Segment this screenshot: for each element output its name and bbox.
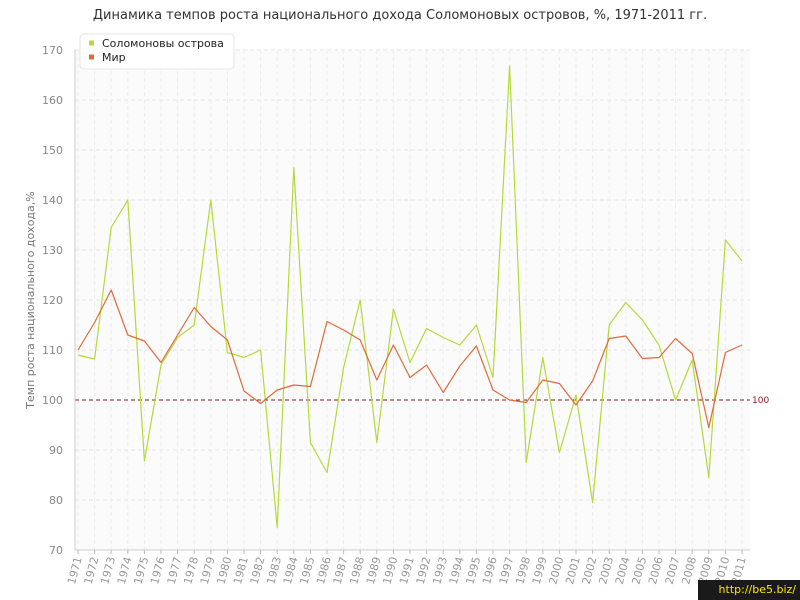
watermark-link[interactable]: http://be5.biz/ <box>698 580 800 600</box>
y-tick-label: 100 <box>42 394 63 407</box>
y-tick-label: 70 <box>49 544 63 557</box>
x-ticks: 1971197219731974197519761977197819791980… <box>65 550 749 586</box>
reference-line-group: 100 <box>75 396 769 406</box>
y-tick-label: 130 <box>42 244 63 257</box>
y-axis-label: Темп роста национального дохода,% <box>24 191 37 409</box>
legend-swatch-2 <box>89 54 94 60</box>
legend-box <box>79 33 235 70</box>
chart-title: Динамика темпов роста национального дохо… <box>92 8 708 23</box>
legend-label-1[interactable]: Соломоновы острова <box>102 37 224 50</box>
y-tick-label: 90 <box>49 444 63 457</box>
reference-line-label: 100 <box>752 396 769 406</box>
y-tick-label: 80 <box>49 494 63 507</box>
legend-swatch-1 <box>89 40 94 46</box>
y-tick-label: 120 <box>42 294 63 307</box>
series-line-1 <box>77 65 743 529</box>
series-line-2 <box>77 289 743 429</box>
series-lines <box>77 65 743 529</box>
y-ticks: 70 80 90 100 110 120 130 140 150 160 170 <box>42 44 63 557</box>
legend-label-2[interactable]: Мир <box>102 51 126 64</box>
y-tick-label: 110 <box>42 344 63 357</box>
y-tick-label: 160 <box>42 94 63 107</box>
y-tick-label: 170 <box>42 44 63 57</box>
y-tick-label: 150 <box>42 144 63 157</box>
y-tick-label: 140 <box>42 194 63 207</box>
